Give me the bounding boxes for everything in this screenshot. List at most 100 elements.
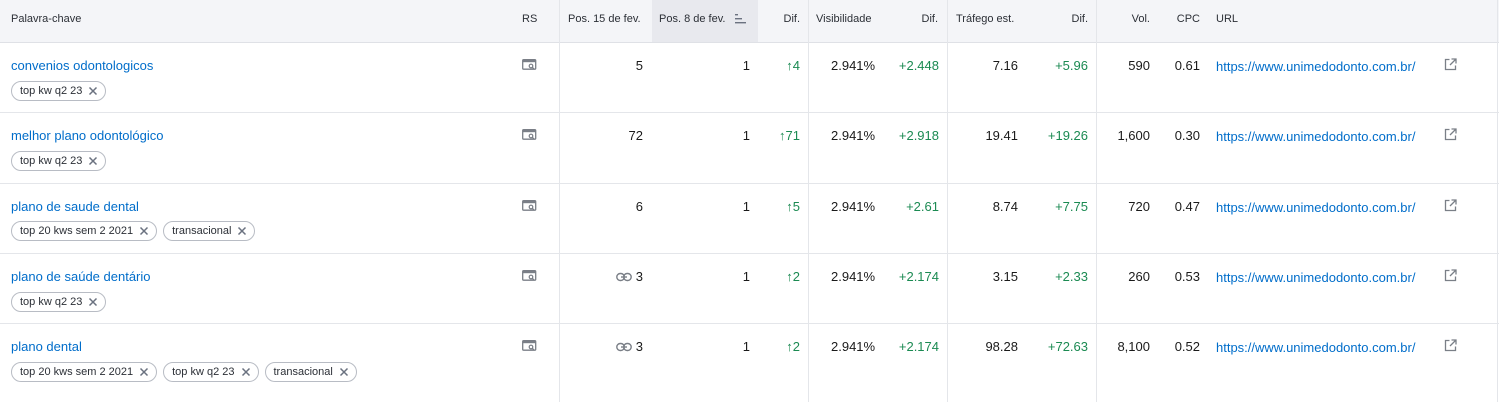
url-link[interactable]: https://www.unimedodonto.com.br/: [1216, 270, 1416, 285]
arrow-up-icon: ↑: [786, 269, 793, 284]
close-icon[interactable]: [88, 297, 98, 307]
column-header-pos-diff[interactable]: Dif.: [783, 13, 801, 25]
external-link-icon[interactable]: [1444, 339, 1457, 352]
sort-descending-icon[interactable]: [735, 13, 747, 25]
close-icon[interactable]: [139, 367, 149, 377]
position-diff-value: 5: [792, 199, 800, 214]
column-header-url[interactable]: URL: [1216, 13, 1239, 25]
tag-chip: top kw q2 23: [163, 362, 259, 382]
cpc-value: 0.47: [1174, 199, 1200, 214]
tag-list: top kw q2 23: [11, 81, 107, 101]
column-divider: [947, 0, 948, 402]
position-current: 1: [742, 128, 750, 143]
serp-features-icon[interactable]: [522, 129, 537, 141]
column-divider: [559, 0, 560, 402]
table-row: melhor plano odontológico top kw q2 23 7…: [0, 113, 1499, 184]
visibility-value: 2.941%: [831, 128, 876, 143]
visibility-value: 2.941%: [831, 269, 876, 284]
volume-value: 260: [1128, 269, 1150, 284]
serp-features-icon[interactable]: [522, 59, 537, 71]
url-link[interactable]: https://www.unimedodonto.com.br/: [1216, 129, 1416, 144]
close-icon[interactable]: [88, 86, 98, 96]
cpc-value: 0.61: [1174, 58, 1200, 73]
position-current: 1: [742, 199, 750, 214]
position-previous-value: 6: [635, 199, 643, 214]
position-previous-value: 3: [635, 269, 643, 284]
visibility-diff: +2.174: [898, 269, 939, 284]
tag-list: top kw q2 23: [11, 151, 107, 171]
column-header-keyword[interactable]: Palavra-chave: [11, 13, 82, 25]
position-previous: 3: [580, 339, 643, 354]
position-current: 1: [742, 58, 750, 73]
position-previous-value: 72: [628, 128, 643, 143]
close-icon[interactable]: [88, 156, 98, 166]
keyword-link[interactable]: plano dental: [11, 339, 82, 354]
tag-chip: top 20 kws sem 2 2021: [11, 362, 158, 382]
column-header-visibility[interactable]: Visibilidade: [816, 13, 872, 25]
column-header-pos-prev[interactable]: Pos. 15 de fev.: [568, 13, 641, 25]
column-header-traffic-diff[interactable]: Dif.: [1071, 13, 1089, 25]
column-header-rs[interactable]: RS: [522, 13, 538, 25]
column-header-volume[interactable]: Vol.: [1131, 13, 1150, 25]
visibility-diff: +2.918: [898, 128, 939, 143]
tag-chip: top 20 kws sem 2 2021: [11, 221, 158, 241]
column-header-pos-curr[interactable]: Pos. 8 de fev.: [659, 13, 726, 25]
volume-value: 590: [1128, 58, 1150, 73]
link-icon: [615, 272, 632, 282]
link-icon: [615, 342, 632, 352]
external-link-icon[interactable]: [1444, 269, 1457, 282]
url-link[interactable]: https://www.unimedodonto.com.br/: [1216, 340, 1416, 355]
column-divider: [1096, 0, 1097, 402]
close-icon[interactable]: [237, 226, 247, 236]
keyword-link[interactable]: plano de saude dental: [11, 199, 139, 214]
keyword-link[interactable]: plano de saúde dentário: [11, 269, 151, 284]
tag-list: top 20 kws sem 2 2021 top kw q2 23 trans…: [11, 362, 357, 382]
table-row: plano de saúde dentário top kw q2 23 3 1…: [0, 254, 1499, 324]
visibility-diff: +2.61: [906, 199, 939, 214]
position-diff-value: 4: [792, 58, 800, 73]
arrow-up-icon: ↑: [786, 199, 793, 214]
tag-chip: transacional: [264, 362, 357, 382]
position-previous: 72: [580, 128, 643, 143]
url-link[interactable]: https://www.unimedodonto.com.br/: [1216, 59, 1416, 74]
external-link-icon[interactable]: [1444, 58, 1457, 71]
serp-features-icon[interactable]: [522, 270, 537, 282]
external-link-icon[interactable]: [1444, 199, 1457, 212]
tag-list: top 20 kws sem 2 2021 transacional: [11, 221, 256, 241]
visibility-value: 2.941%: [831, 339, 876, 354]
column-header-visibility-diff[interactable]: Dif.: [921, 13, 939, 25]
serp-features-icon[interactable]: [522, 200, 537, 212]
position-previous: 6: [580, 199, 643, 214]
external-link-icon[interactable]: [1444, 128, 1457, 141]
tag-label: top 20 kws sem 2 2021: [20, 366, 134, 378]
tag-chip: top kw q2 23: [11, 81, 107, 101]
traffic-value: 3.15: [992, 269, 1018, 284]
serp-features-icon[interactable]: [522, 340, 537, 352]
position-current: 1: [742, 339, 750, 354]
tag-list: top kw q2 23: [11, 292, 107, 312]
column-header-cpc[interactable]: CPC: [1176, 13, 1200, 25]
visibility-value: 2.941%: [831, 199, 876, 214]
volume-value: 8,100: [1117, 339, 1150, 354]
position-diff: ↑4: [760, 58, 800, 73]
table-row: convenios odontologicos top kw q2 23 5 1…: [0, 43, 1499, 113]
volume-value: 720: [1128, 199, 1150, 214]
keyword-link[interactable]: melhor plano odontológico: [11, 128, 164, 143]
close-icon[interactable]: [339, 367, 349, 377]
close-icon[interactable]: [241, 367, 251, 377]
tag-label: top kw q2 23: [20, 85, 83, 97]
keyword-link[interactable]: convenios odontologicos: [11, 58, 154, 73]
position-previous: 3: [580, 269, 643, 284]
url-link[interactable]: https://www.unimedodonto.com.br/: [1216, 200, 1416, 215]
position-diff: ↑71: [760, 128, 800, 143]
tag-chip: top kw q2 23: [11, 292, 107, 312]
close-icon[interactable]: [139, 226, 149, 236]
cpc-value: 0.30: [1174, 128, 1200, 143]
traffic-diff: +19.26: [1047, 128, 1088, 143]
position-previous-value: 3: [635, 339, 643, 354]
column-header-traffic[interactable]: Tráfego est.: [956, 13, 1015, 25]
arrow-up-icon: ↑: [786, 58, 793, 73]
visibility-diff: +2.448: [898, 58, 939, 73]
cpc-value: 0.52: [1174, 339, 1200, 354]
